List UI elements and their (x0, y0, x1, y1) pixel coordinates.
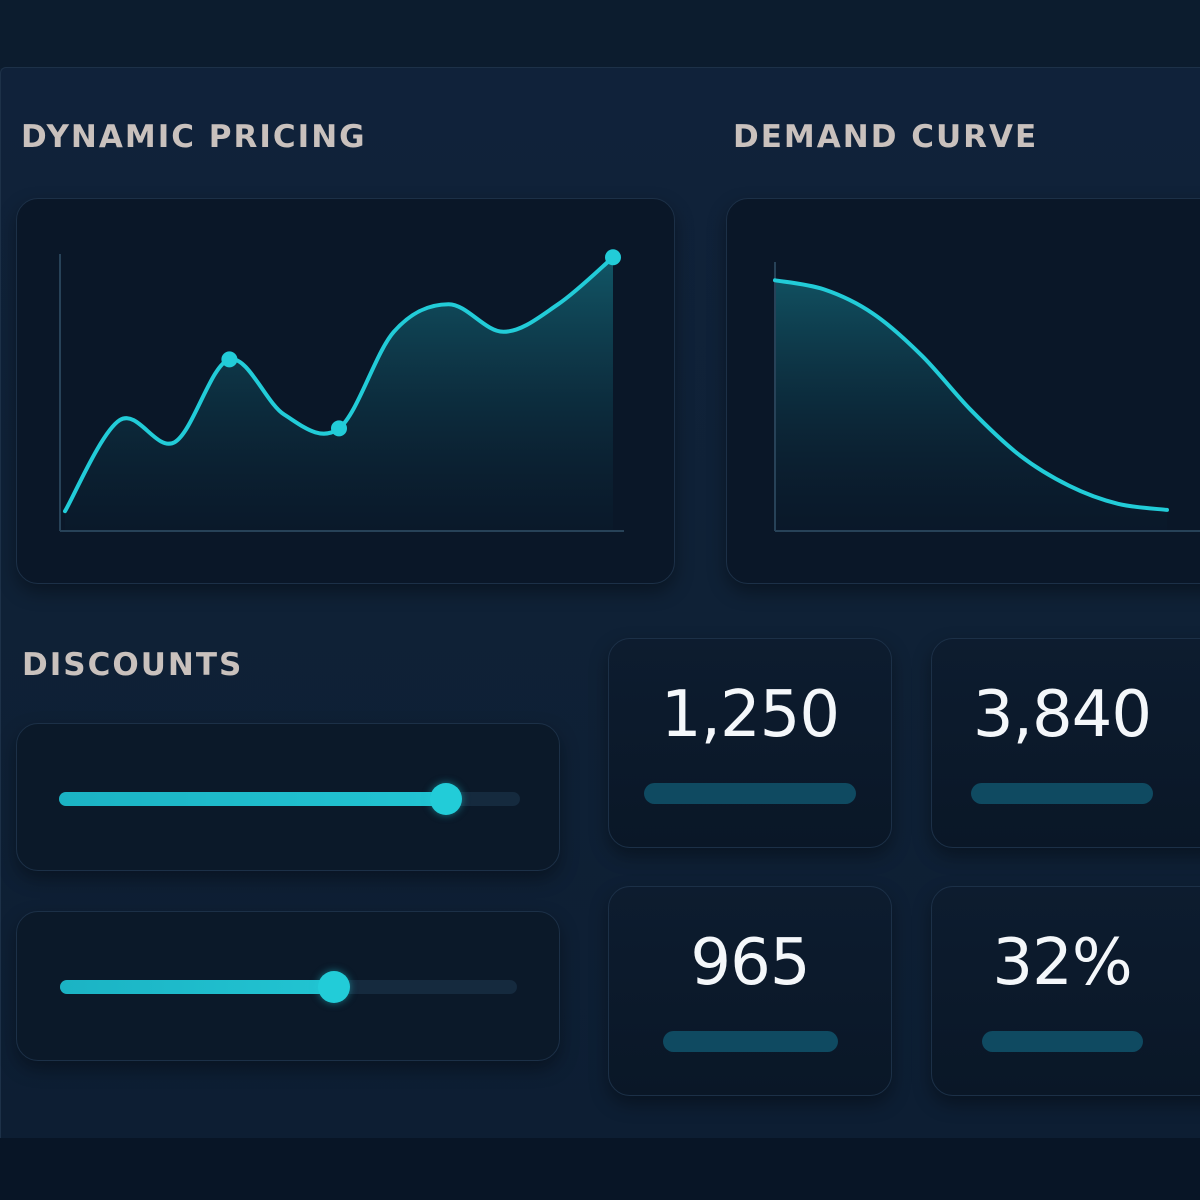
discount-slider-2[interactable] (60, 971, 517, 1003)
stat-bar-4 (982, 1031, 1143, 1052)
stat-bar-3 (663, 1031, 838, 1052)
discount-slider-2-thumb[interactable] (318, 971, 351, 1003)
pricing-point-3 (221, 351, 238, 368)
demand-curve-chart (773, 262, 1200, 532)
stat-card-3: 965 (608, 886, 892, 1096)
discount-slider-1[interactable] (59, 783, 520, 815)
discount-slider-card-2 (16, 911, 560, 1061)
discount-slider-1-fill (59, 792, 447, 806)
bottom-bar (0, 1138, 1200, 1200)
dynamic-pricing-chart-panel (16, 198, 675, 584)
demand-line (773, 278, 1169, 512)
stat-card-4: 32% (931, 886, 1200, 1096)
demand-curve-title: DEMAND CURVE (733, 119, 1039, 155)
discounts-title: DISCOUNTS (22, 647, 244, 683)
stat-value-4: 32% (992, 926, 1132, 1000)
stat-card-2: 3,840 (931, 638, 1200, 848)
stat-card-1: 1,250 (608, 638, 892, 848)
discount-slider-card-1 (16, 723, 560, 871)
stat-value-3: 965 (690, 926, 810, 1000)
dynamic-pricing-chart (59, 249, 624, 532)
stat-bar-1 (644, 783, 856, 804)
stat-value-1: 1,250 (660, 678, 840, 752)
discount-slider-2-fill (60, 980, 335, 994)
pricing-area-fill (65, 257, 613, 531)
discount-slider-1-thumb[interactable] (430, 783, 463, 815)
demand-area-fill (775, 280, 1167, 531)
pricing-point-10 (605, 249, 621, 266)
demand-curve-chart-panel (726, 198, 1200, 584)
top-bar (0, 0, 1200, 68)
stat-bar-2 (971, 783, 1153, 804)
dynamic-pricing-title: DYNAMIC PRICING (21, 119, 367, 155)
pricing-point-5 (331, 420, 347, 437)
stat-value-2: 3,840 (972, 678, 1152, 752)
